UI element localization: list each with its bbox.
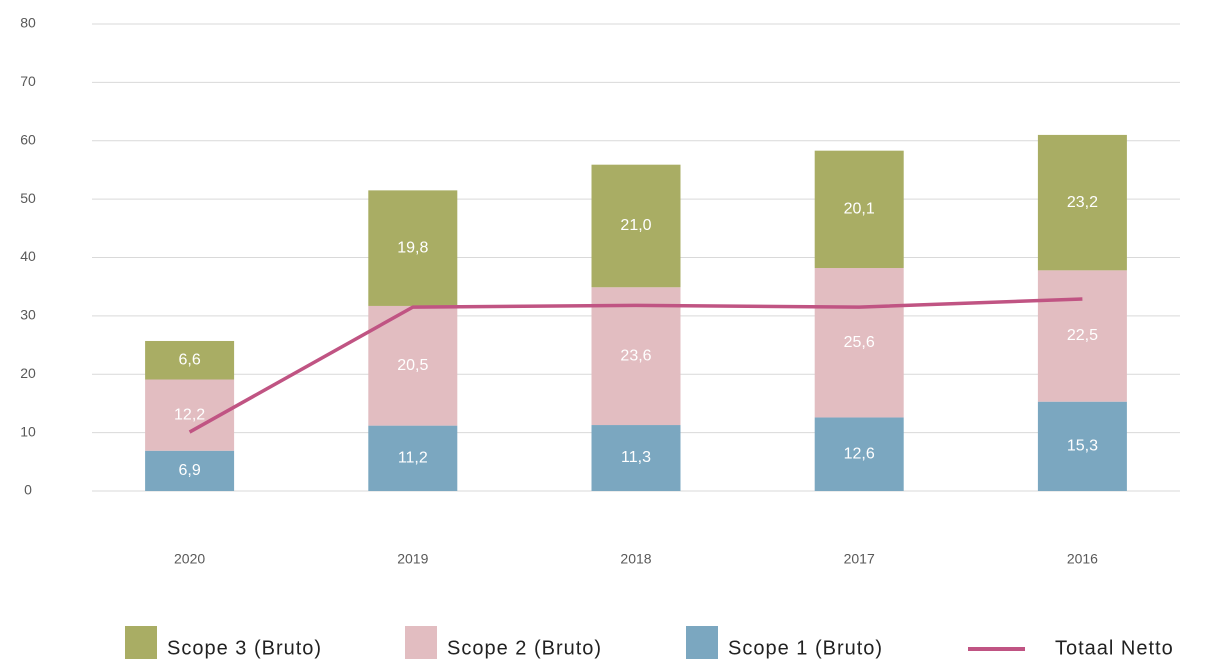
bar-segment [1037,401,1127,491]
value-label: 11,2 [398,450,428,467]
value-label: 6,9 [178,462,200,479]
x-tick-label: 2020 [174,551,205,567]
value-label: 20,5 [397,357,428,374]
value-label: 12,6 [844,445,875,462]
legend-swatch [405,626,437,659]
legend-label: Scope 2 (Bruto) [447,637,602,659]
bar-segment [145,340,235,380]
value-label: 23,6 [620,347,651,364]
legend-label: Totaal Netto [1055,637,1174,659]
y-tick-label: 20 [20,365,36,381]
value-label: 22,5 [1067,327,1098,344]
value-label: 20,1 [844,201,875,218]
x-tick-label: 2018 [620,551,651,567]
value-label: 15,3 [1067,438,1098,455]
bar-segment [814,150,904,269]
y-tick-label: 0 [24,482,32,498]
legend-label: Scope 3 (Bruto) [167,637,322,659]
bar-segment [814,268,904,418]
bar-segment [591,425,681,491]
value-label: 6,6 [178,351,200,368]
bar-segment [814,417,904,491]
legend-swatch [686,626,718,659]
bar-segment [1037,134,1127,271]
legend-label: Scope 1 (Bruto) [728,637,883,659]
bar-segment [1037,270,1127,402]
value-label: 21,0 [620,217,651,234]
value-label: 19,8 [397,239,428,256]
bar-segment [368,190,458,306]
bar-segment [368,425,458,491]
bar-segment [591,164,681,288]
value-label: 25,6 [844,334,875,351]
y-tick-label: 40 [20,248,36,264]
bar-segment [591,287,681,426]
value-label: 11,3 [621,449,651,466]
x-tick-label: 2019 [397,551,428,567]
x-tick-label: 2017 [844,551,875,567]
bar-segment [145,450,235,491]
y-tick-label: 50 [20,190,36,206]
value-label: 23,2 [1067,194,1098,211]
y-tick-label: 30 [20,307,36,323]
y-tick-label: 80 [20,15,36,31]
y-tick-label: 60 [20,131,36,147]
line-series [188,297,1083,434]
y-tick-label: 70 [20,73,36,89]
x-tick-label: 2016 [1067,551,1098,567]
value-label: 12,2 [174,406,205,423]
legend-swatch [125,626,157,659]
bar-segment [368,305,458,426]
y-tick-label: 10 [20,423,36,439]
